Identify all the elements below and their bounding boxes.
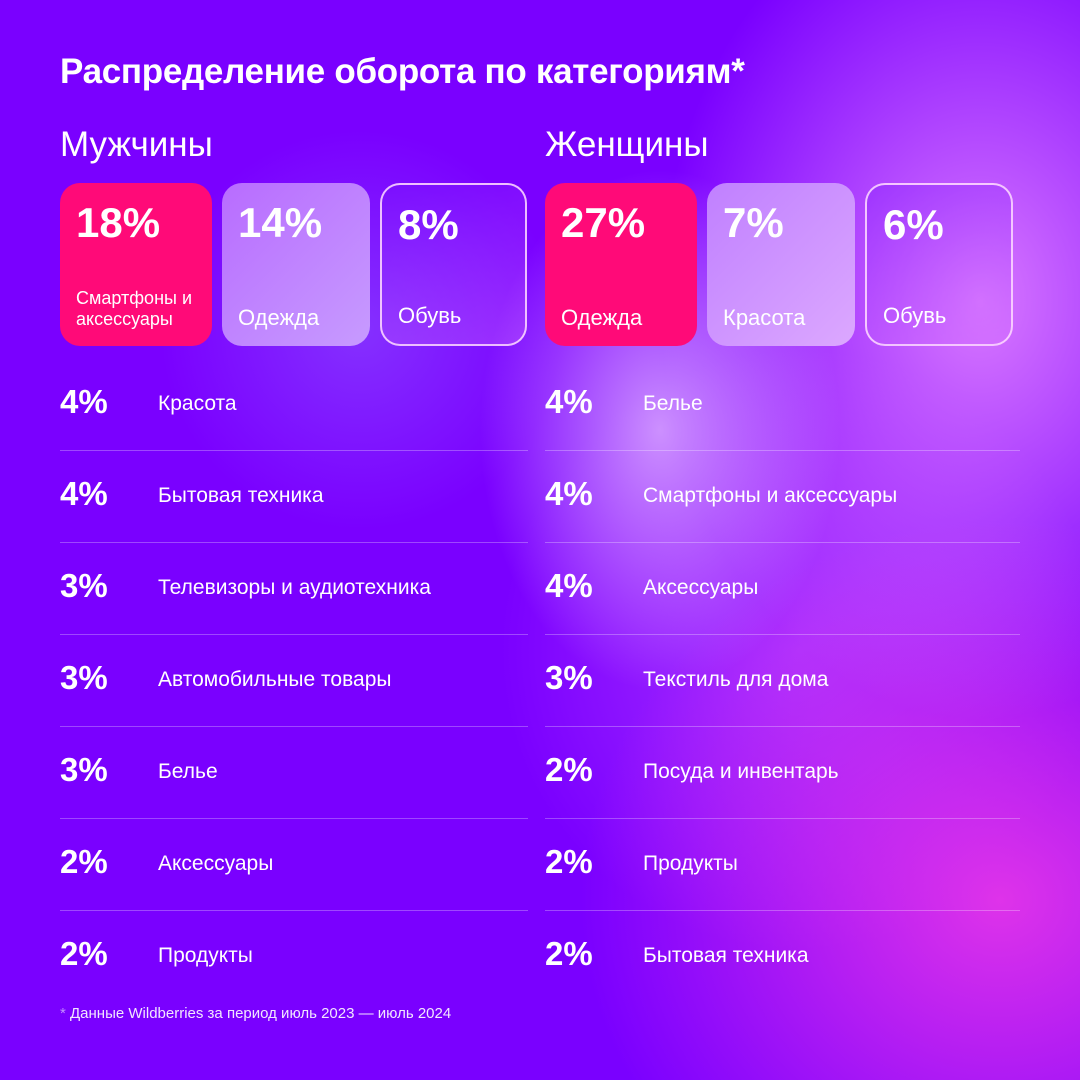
row-percent: 4%: [545, 567, 593, 604]
card-label: Одежда: [238, 305, 320, 330]
list-item: 2% Посуда и инвентарь: [545, 727, 1020, 819]
women-card-top2: 7% Красота: [707, 183, 855, 346]
list-item: 3% Автомобильные товары: [60, 635, 528, 727]
row-label: Посуда и инвентарь: [643, 760, 839, 783]
card-label: Красота: [723, 305, 806, 330]
row-percent: 2%: [545, 843, 593, 880]
card-label: Обувь: [398, 303, 462, 328]
row-percent: 4%: [60, 383, 108, 420]
footnote-mark: *: [60, 1005, 66, 1022]
row-label: Белье: [643, 392, 703, 415]
row-label: Текстиль для дома: [643, 668, 829, 691]
men-card-top1: 18% Смартфоны и аксессуары: [60, 183, 212, 346]
row-percent: 3%: [60, 659, 108, 696]
list-item: 2% Бытовая техника: [545, 911, 1020, 1002]
list-item: 4% Аксессуары: [545, 543, 1020, 635]
row-percent: 2%: [60, 935, 108, 972]
card-percent: 27%: [561, 199, 646, 246]
row-percent: 4%: [545, 383, 593, 420]
footnote-text: Данные Wildberries за период июль 2023 —…: [65, 1005, 452, 1022]
row-percent: 2%: [545, 751, 593, 788]
card-percent: 14%: [238, 199, 323, 246]
row-label: Красота: [158, 392, 237, 415]
list-item: 3% Белье: [60, 727, 528, 819]
row-percent: 3%: [60, 751, 108, 788]
list-item: 2% Продукты: [545, 819, 1020, 911]
row-label: Смартфоны и аксессуары: [643, 484, 898, 507]
men-card-top2: 14% Одежда: [222, 183, 370, 346]
list-item: 4% Красота: [60, 359, 528, 451]
women-category-list: 4% Белье 4% Смартфоны и аксессуары 4% Аксессу…: [545, 359, 1020, 1002]
row-label: Продукты: [158, 944, 253, 967]
row-label: Аксессуары: [643, 576, 759, 599]
row-percent: 2%: [60, 843, 108, 880]
list-item: 2% Аксессуары: [60, 819, 528, 911]
card-percent: 8%: [398, 201, 459, 248]
list-item: 4% Белье: [545, 359, 1020, 451]
card-label: Обувь: [883, 303, 947, 328]
men-card-top3: 8% Обувь: [380, 183, 527, 346]
row-label: Бытовая техника: [643, 944, 809, 967]
row-percent: 3%: [545, 659, 593, 696]
row-percent: 4%: [60, 475, 108, 512]
list-item: 3% Телевизоры и аудиотехника: [60, 543, 528, 635]
row-label: Автомобильные товары: [158, 668, 392, 691]
row-percent: 2%: [545, 935, 593, 972]
list-item: 4% Смартфоны и аксессуары: [545, 451, 1020, 543]
row-percent: 3%: [60, 567, 108, 604]
men-heading: Мужчины: [60, 125, 213, 164]
card-label: Смартфоны и аксессуары: [76, 288, 192, 329]
row-label: Аксессуары: [158, 852, 274, 875]
men-category-list: 4% Красота 4% Бытовая техника 3% Телевизоры и…: [60, 359, 528, 1002]
card-percent: 6%: [883, 201, 944, 248]
women-heading: Женщины: [545, 125, 709, 164]
row-label: Белье: [158, 760, 218, 783]
row-percent: 4%: [545, 475, 593, 512]
list-item: 3% Текстиль для дома: [545, 635, 1020, 727]
row-label: Телевизоры и аудиотехника: [158, 576, 431, 599]
women-card-top1: 27% Одежда: [545, 183, 697, 346]
page-title: Распределение оборота по категориям*: [60, 52, 745, 91]
row-label: Бытовая техника: [158, 484, 324, 507]
list-item: 2% Продукты: [60, 911, 528, 1002]
card-percent: 7%: [723, 199, 784, 246]
card-percent: 18%: [76, 199, 161, 246]
women-card-top3: 6% Обувь: [865, 183, 1013, 346]
card-label: Одежда: [561, 305, 643, 330]
row-label: Продукты: [643, 852, 738, 875]
footnote: * Данные Wildberries за период июль 2023…: [60, 1005, 451, 1022]
list-item: 4% Бытовая техника: [60, 451, 528, 543]
